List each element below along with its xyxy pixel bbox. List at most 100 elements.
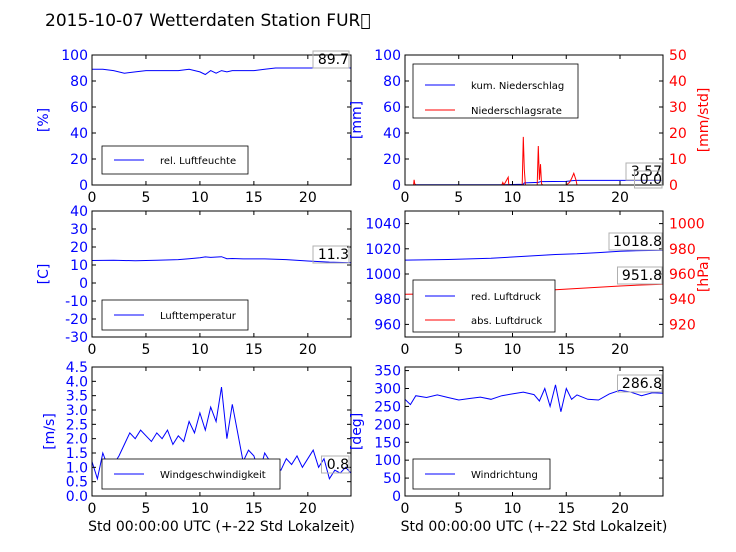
y-tick-label: 0 bbox=[392, 489, 401, 505]
value-annotation: 286.8 bbox=[622, 376, 662, 392]
y-axis-label: [mm] bbox=[349, 101, 365, 139]
x-tick-label: 0 bbox=[88, 342, 97, 358]
legend: Windgeschwindigkeit bbox=[101, 458, 281, 490]
legend-frame bbox=[412, 279, 556, 333]
y-tick-label: 20 bbox=[70, 240, 88, 256]
legend-label: red. Luftdruck bbox=[471, 292, 541, 303]
x-tick-label: 10 bbox=[504, 501, 522, 517]
x-tick-label: 20 bbox=[611, 342, 629, 358]
x-tick-label: 15 bbox=[245, 342, 263, 358]
axes-frame bbox=[91, 54, 352, 186]
panel-wind-direction: 0 5 10 15 20050100150200250300350[deg]Windri… bbox=[349, 364, 667, 535]
legend: rel. Luftfeuchte bbox=[101, 145, 249, 175]
axes-frame bbox=[404, 366, 664, 497]
y-tick-label: 50 bbox=[383, 471, 401, 487]
y-tick-label: 100 bbox=[374, 453, 401, 469]
value-annotation: 0.0 bbox=[640, 172, 662, 188]
x-axis-label: Std 00:00:00 UTC (+-22 Std Lokalzeit) bbox=[88, 519, 355, 535]
value-annotation: 11.3 bbox=[318, 247, 349, 263]
series-line-temperature-0 bbox=[92, 256, 351, 264]
x-tick-label: 10 bbox=[191, 190, 209, 206]
series-line-pressure-0 bbox=[405, 249, 663, 261]
y-tick-label: 20 bbox=[70, 152, 88, 168]
y2-axis-label: [mm/std] bbox=[696, 88, 712, 153]
y2-tick-label: 30 bbox=[669, 100, 687, 116]
value-box bbox=[617, 374, 663, 393]
legend-label: Windrichtung bbox=[471, 470, 538, 481]
value-box bbox=[312, 50, 350, 69]
y-tick-label: 300 bbox=[374, 382, 401, 398]
legend: kum. Niederschlag Niederschlagsrate bbox=[412, 63, 579, 119]
y-tick-label: 1.5 bbox=[66, 446, 88, 462]
y-tick-label: 350 bbox=[374, 364, 401, 380]
y-tick-label: 80 bbox=[70, 74, 88, 90]
x-tick-label: 0 bbox=[88, 501, 97, 517]
y2-tick-label: 980 bbox=[669, 242, 696, 258]
x-tick-label: 20 bbox=[299, 501, 317, 517]
y-tick-label: 3.0 bbox=[66, 403, 88, 419]
y2-tick-label: 50 bbox=[669, 48, 687, 64]
legend-label: rel. Luftfeuchte bbox=[160, 156, 236, 167]
x-tick-label: 10 bbox=[191, 501, 209, 517]
x-tick-label: 0 bbox=[401, 342, 410, 358]
x-tick-label: 5 bbox=[141, 501, 150, 517]
legend: Lufttemperatur bbox=[101, 299, 249, 331]
value-annotation: 89.7 bbox=[318, 52, 349, 68]
y2-axis-label: [hPa] bbox=[696, 256, 712, 292]
y-tick-label: 100 bbox=[374, 48, 401, 64]
y-tick-label: 30 bbox=[70, 222, 88, 238]
y-tick-label: 4.5 bbox=[66, 360, 88, 376]
x-tick-label: 20 bbox=[611, 501, 629, 517]
x-tick-label: 20 bbox=[611, 190, 629, 206]
value-box bbox=[608, 232, 663, 251]
y-tick-label: 40 bbox=[70, 126, 88, 142]
y-tick-label: 2.0 bbox=[66, 432, 88, 448]
series-line-wind-direction-0 bbox=[405, 384, 663, 412]
axes-frame bbox=[404, 54, 664, 186]
y-tick-label: 100 bbox=[61, 48, 88, 64]
legend-label: Lufttemperatur bbox=[160, 311, 237, 322]
y-tick-label: 250 bbox=[374, 399, 401, 415]
series-line-humidity-0 bbox=[92, 67, 351, 76]
y-tick-label: 4.0 bbox=[66, 374, 88, 390]
legend-label: abs. Luftdruck bbox=[471, 316, 542, 327]
x-tick-label: 10 bbox=[504, 342, 522, 358]
x-tick-label: 0 bbox=[401, 501, 410, 517]
legend-label: kum. Niederschlag bbox=[471, 81, 564, 92]
y-tick-label: 0 bbox=[392, 178, 401, 194]
x-tick-label: 5 bbox=[454, 342, 463, 358]
x-tick-label: 5 bbox=[454, 501, 463, 517]
axes-frame bbox=[91, 366, 352, 497]
x-axis-label: Std 00:00:00 UTC (+-22 Std Lokalzeit) bbox=[401, 519, 668, 535]
x-tick-label: 5 bbox=[141, 190, 150, 206]
value-annotation: 1018.8 bbox=[613, 234, 662, 250]
y-tick-label: 3.5 bbox=[66, 389, 88, 405]
y-tick-label: 20 bbox=[383, 152, 401, 168]
y-tick-label: 2.5 bbox=[66, 417, 88, 433]
y2-tick-label: 920 bbox=[669, 317, 696, 333]
panel-precipitation: 0 5 10 15 20 0 20 40 60 80 100 0 10 20 30 40 50 [mm/std] [… bbox=[349, 48, 712, 206]
y-axis-label: [C] bbox=[36, 264, 52, 285]
y-tick-label: 960 bbox=[374, 317, 401, 333]
y-tick-label: 150 bbox=[374, 435, 401, 451]
figure-title: 2015-10-07 Wetterdaten Station FUR  bbox=[45, 11, 371, 31]
x-tick-label: 20 bbox=[299, 342, 317, 358]
x-tick-label: 10 bbox=[191, 342, 209, 358]
value-box bbox=[321, 455, 350, 474]
y-tick-label: 0 bbox=[79, 178, 88, 194]
y-tick-label: 1020 bbox=[365, 242, 401, 258]
axes-frame bbox=[91, 210, 352, 338]
y-tick-label: 1.0 bbox=[66, 460, 88, 476]
y2-tick-label: 940 bbox=[669, 292, 696, 308]
legend: red. Luftdruck abs. Luftdruck bbox=[412, 279, 556, 333]
y-tick-label: 0 bbox=[79, 276, 88, 292]
y2-tick-label: 20 bbox=[669, 126, 687, 142]
y-axis-label: [deg] bbox=[349, 413, 365, 450]
panel-wind-speed: 0 5 10 15 20 0.00.51.01.52.02.53.03.54.04.5 [m… bbox=[42, 360, 355, 535]
value-box bbox=[617, 266, 663, 285]
value-annotation: 0.8 bbox=[327, 457, 349, 473]
y-tick-label: -20 bbox=[65, 312, 88, 328]
x-tick-label: 15 bbox=[557, 190, 575, 206]
